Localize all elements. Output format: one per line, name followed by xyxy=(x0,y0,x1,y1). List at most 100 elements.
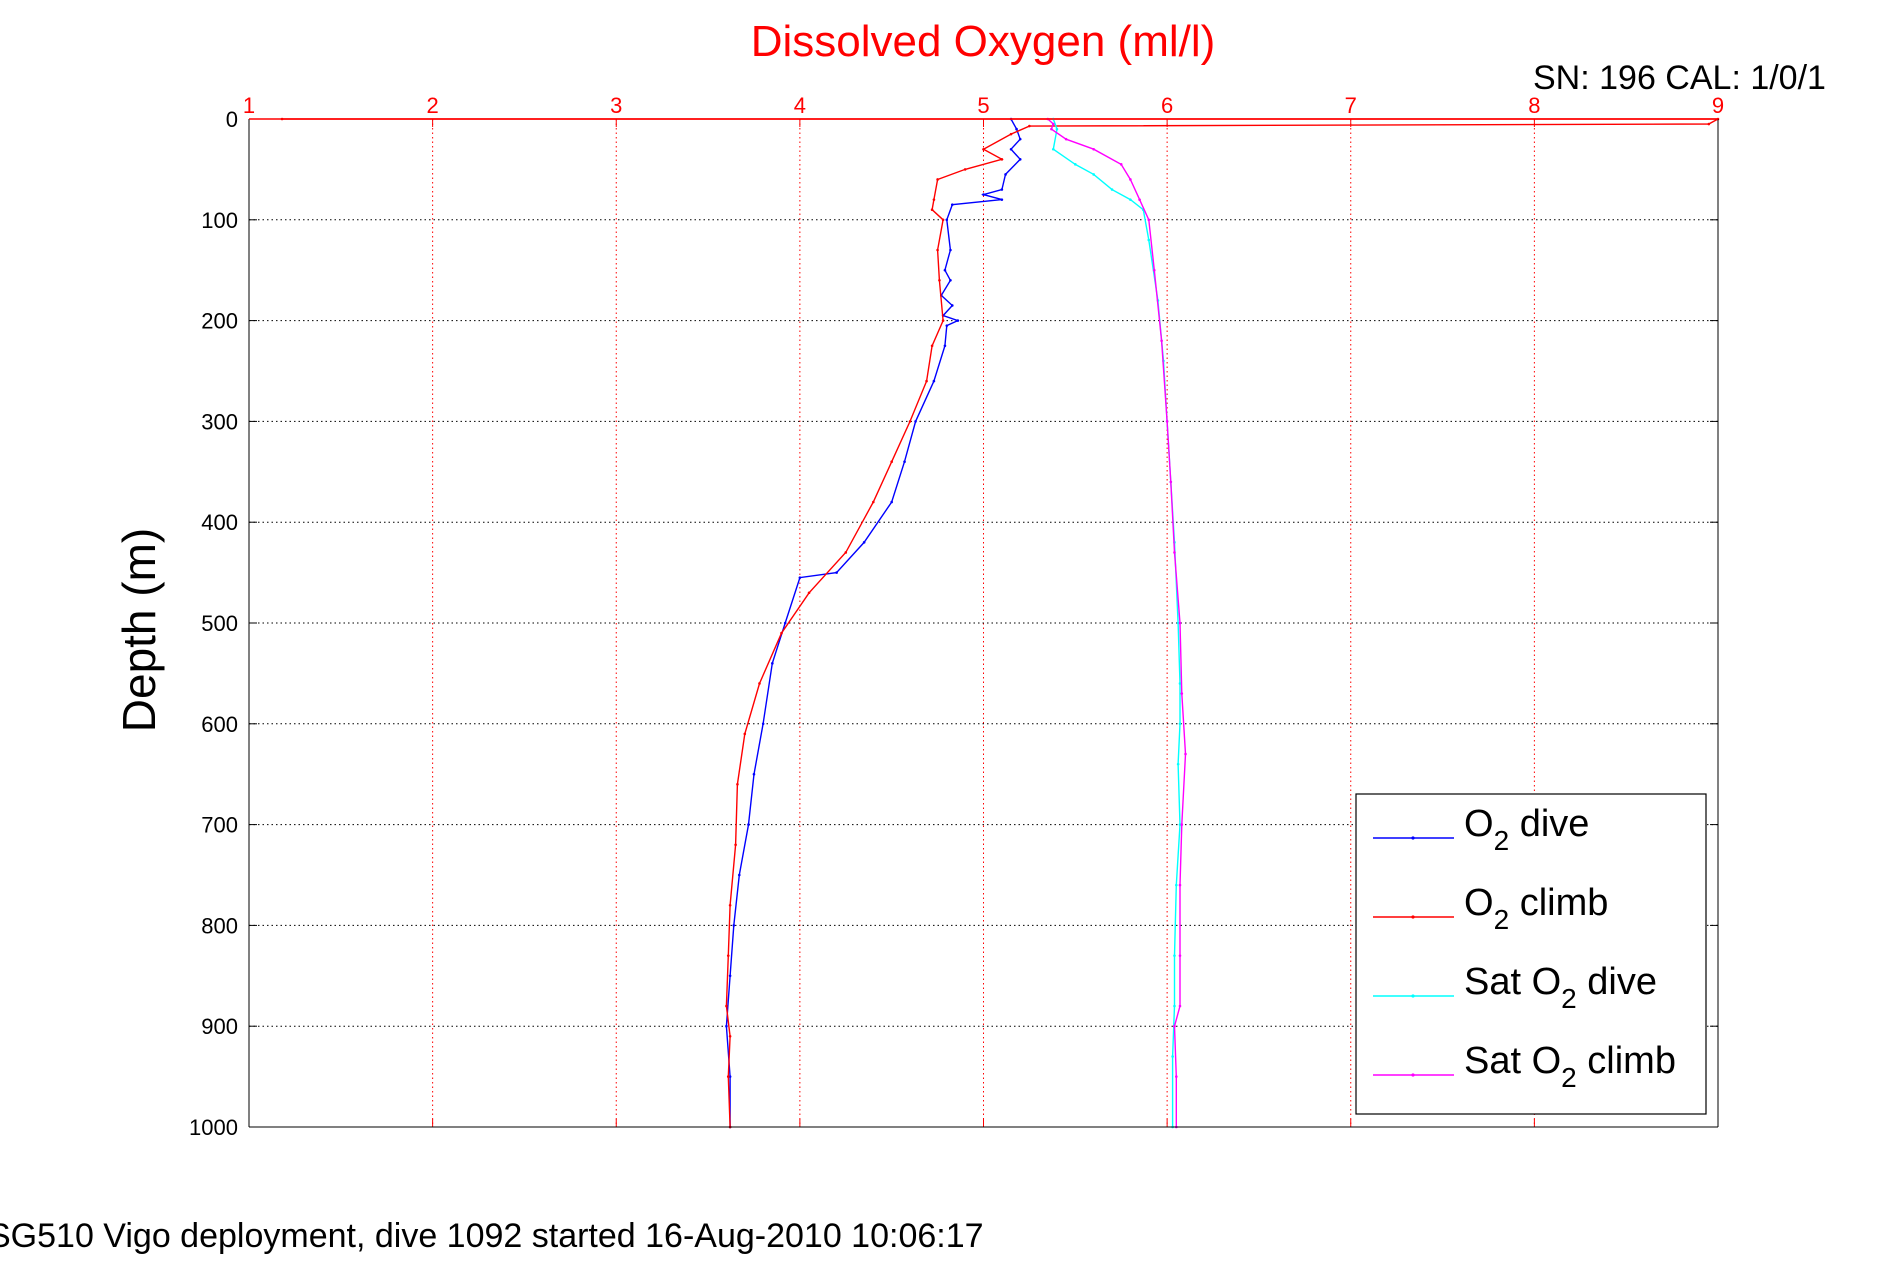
data-point-sat-o2-dive xyxy=(1178,823,1182,826)
data-point-o2-dive xyxy=(725,1024,728,1028)
data-point-sat-o2-dive xyxy=(1173,1004,1176,1008)
data-point-o2-dive xyxy=(771,662,774,665)
data-point-o2-dive xyxy=(835,571,838,574)
data-point-o2-climb xyxy=(728,903,732,907)
data-point-o2-dive xyxy=(945,324,949,327)
data-point-o2-climb xyxy=(908,420,912,423)
data-point-o2-climb xyxy=(982,147,985,151)
data-point-o2-dive xyxy=(890,500,893,504)
legend-label: O2 dive xyxy=(1464,803,1589,856)
data-point-sat-o2-dive xyxy=(1176,762,1180,766)
data-point-o2-climb xyxy=(726,1075,730,1078)
data-point-o2-dive xyxy=(945,218,949,222)
legend-box xyxy=(1355,793,1707,1115)
data-point-sat-o2-climb xyxy=(1178,954,1182,957)
data-point-o2-dive xyxy=(728,1075,732,1078)
data-point-o2-dive xyxy=(956,319,960,322)
data-point-sat-o2-dive xyxy=(1074,163,1077,166)
chart-title: Dissolved Oxygen (ml/l) xyxy=(751,17,1216,66)
data-point-o2-climb xyxy=(743,732,747,736)
data-point-sat-o2-climb xyxy=(1152,268,1156,272)
data-point-sat-o2-climb xyxy=(1160,339,1163,343)
data-point-sat-o2-climb xyxy=(1147,218,1151,222)
data-point-o2-dive xyxy=(732,924,736,927)
data-point-o2-climb xyxy=(941,218,945,222)
data-point-sat-o2-dive xyxy=(1176,621,1180,625)
data-point-o2-climb xyxy=(758,682,761,685)
data-point-sat-o2-climb xyxy=(1178,1004,1182,1008)
data-point-o2-dive xyxy=(903,460,906,464)
data-point-o2-climb xyxy=(872,500,875,504)
series-line-sat-o2-climb xyxy=(1047,118,1187,1127)
data-point-o2-dive xyxy=(950,203,954,206)
data-point-sat-o2-dive xyxy=(1055,127,1059,131)
data-point-o2-dive xyxy=(728,974,732,978)
y-tick-label: 100 xyxy=(201,208,238,233)
data-point-sat-o2-dive xyxy=(1129,198,1132,201)
data-point-sat-o2-climb xyxy=(1169,480,1173,484)
data-point-sat-o2-climb xyxy=(1173,551,1176,554)
data-point-o2-dive xyxy=(1018,158,1022,161)
data-point-o2-climb xyxy=(963,168,967,171)
legend-label: Sat O2 dive xyxy=(1464,961,1657,1014)
data-point-o2-climb xyxy=(941,319,945,322)
data-point-sat-o2-climb xyxy=(1050,127,1053,131)
y-axis-label: Depth (m) xyxy=(113,528,165,732)
y-tick-label: 1000 xyxy=(189,1115,238,1140)
legend-marker xyxy=(1411,836,1415,840)
axes: 1 2 3 4 5 6 7 8 9 0 100 200 300 400 500 600 700 800 900 100… xyxy=(189,93,1724,1140)
series-layer xyxy=(280,117,1720,1129)
data-point-sat-o2-climb xyxy=(1119,163,1123,166)
x-tick-label: 6 xyxy=(1161,93,1173,118)
data-point-o2-dive xyxy=(943,344,947,348)
legend: O2 dive O2 climb Sat O2 dive Sat O2 climb xyxy=(1355,793,1707,1115)
data-point-o2-climb xyxy=(930,344,934,348)
data-point-o2-dive xyxy=(932,379,936,383)
data-point-o2-dive xyxy=(950,304,954,307)
data-point-o2-dive xyxy=(1000,188,1004,191)
data-point-sat-o2-dive xyxy=(1173,954,1176,957)
data-point-sat-o2-dive xyxy=(1092,173,1095,176)
data-point-sat-o2-climb xyxy=(1178,883,1182,887)
legend-label: Sat O2 climb xyxy=(1464,1040,1676,1093)
data-point-o2-climb xyxy=(890,460,893,464)
data-point-o2-climb xyxy=(844,551,848,554)
x-tick-label: 9 xyxy=(1712,93,1724,118)
data-point-o2-dive xyxy=(949,278,952,282)
data-point-o2-climb xyxy=(1000,158,1004,161)
data-point-o2-climb xyxy=(728,1034,732,1038)
y-tick-label: 800 xyxy=(201,913,238,938)
x-tick-label: 5 xyxy=(977,93,989,118)
y-tick-label: 600 xyxy=(201,712,238,737)
data-point-sat-o2-climb xyxy=(1180,692,1184,695)
y-tick-label: 700 xyxy=(201,813,238,838)
y-tick-label: 900 xyxy=(201,1014,238,1039)
data-point-o2-climb xyxy=(807,591,811,595)
sn-cal-info: SN: 196 CAL: 1/0/1 xyxy=(1533,59,1826,97)
y-tick-label: 500 xyxy=(201,611,238,636)
data-point-o2-climb xyxy=(1028,124,1031,128)
y-tick-label: 200 xyxy=(201,309,238,334)
data-point-o2-dive xyxy=(1015,127,1018,131)
data-point-o2-dive xyxy=(1000,198,1004,201)
data-point-o2-dive xyxy=(1009,147,1013,151)
legend-marker xyxy=(1411,915,1415,919)
y-tick-label: 0 xyxy=(226,107,238,132)
data-point-o2-climb xyxy=(938,278,941,282)
data-point-o2-dive xyxy=(1004,173,1007,176)
data-point-sat-o2-climb xyxy=(1178,621,1182,625)
data-point-o2-dive xyxy=(949,248,952,252)
data-point-o2-dive xyxy=(737,873,741,877)
data-point-sat-o2-climb xyxy=(1173,1024,1176,1028)
data-point-sat-o2-dive xyxy=(1110,188,1114,191)
data-point-o2-dive xyxy=(783,621,787,625)
data-point-o2-dive xyxy=(1018,137,1022,141)
x-tick-label: 3 xyxy=(610,93,622,118)
data-point-o2-climb xyxy=(726,954,730,957)
data-point-o2-climb xyxy=(725,1004,728,1008)
data-point-o2-climb xyxy=(936,248,939,252)
data-point-sat-o2-climb xyxy=(1129,178,1132,181)
legend-marker xyxy=(1411,1073,1415,1077)
data-point-o2-climb xyxy=(1707,122,1711,126)
